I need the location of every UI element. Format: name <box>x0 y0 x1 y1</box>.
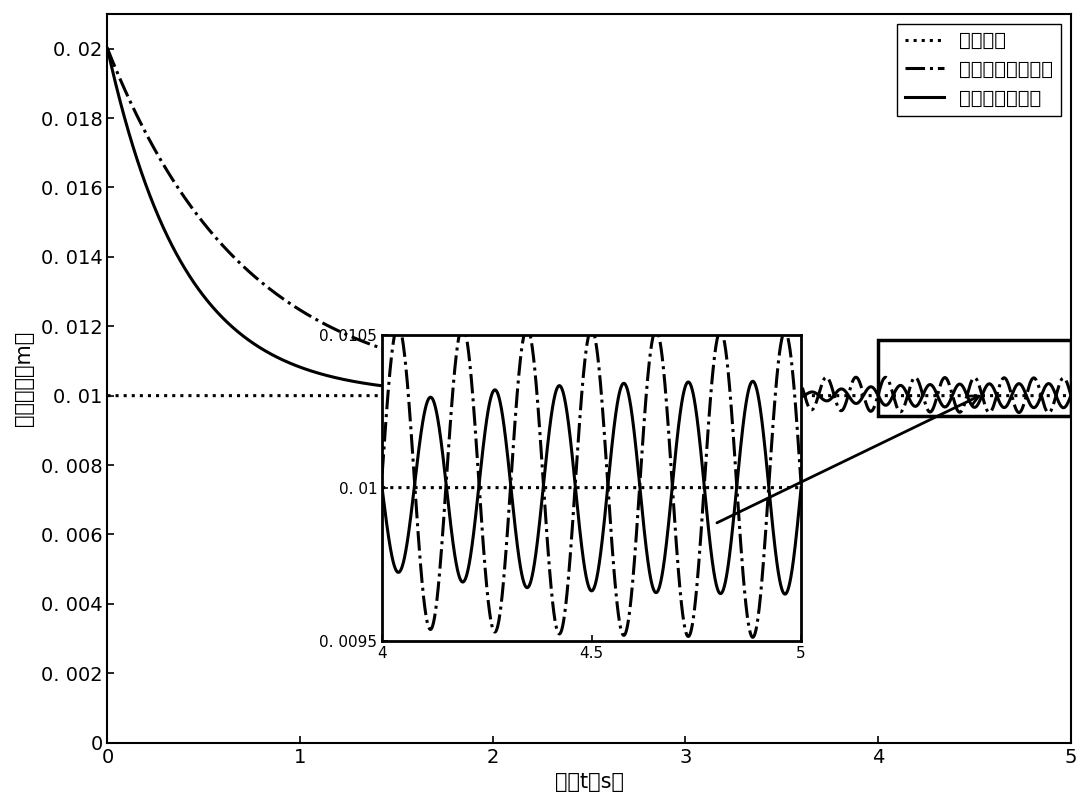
模型预测控制器 <box>1057 403 1070 413</box>
X-axis label: 时间t（s）: 时间t（s） <box>554 772 624 792</box>
模型预测控制器 <box>572 390 585 400</box>
参考气隙 <box>141 391 154 401</box>
模型预测控制器 <box>141 184 154 193</box>
参考气隙 <box>290 391 303 401</box>
Legend: 参考气隙, 状态反馈主控制器, 模型预测控制器: 参考气隙, 状态反馈主控制器, 模型预测控制器 <box>897 23 1062 115</box>
参考气隙 <box>1065 391 1078 401</box>
状态反馈主控制器 <box>105 55 118 64</box>
状态反馈主控制器 <box>1014 407 1027 417</box>
Line: 状态反馈主控制器: 状态反馈主控制器 <box>107 48 1071 413</box>
Y-axis label: 最浮气隙（m）: 最浮气隙（m） <box>14 330 34 426</box>
状态反馈主控制器 <box>1065 390 1078 400</box>
模型预测控制器 <box>100 44 113 53</box>
参考气隙 <box>100 391 113 401</box>
状态反馈主控制器 <box>158 163 171 172</box>
参考气隙 <box>105 391 118 401</box>
模型预测控制器 <box>290 361 303 371</box>
状态反馈主控制器 <box>1042 408 1055 418</box>
模型预测控制器 <box>158 226 171 236</box>
Line: 模型预测控制器: 模型预测控制器 <box>107 48 1071 408</box>
参考气隙 <box>572 391 585 401</box>
状态反馈主控制器 <box>572 380 585 389</box>
状态反馈主控制器 <box>141 131 154 141</box>
Bar <box>878 340 1071 417</box>
参考气隙 <box>158 391 171 401</box>
模型预测控制器 <box>105 63 118 73</box>
状态反馈主控制器 <box>100 44 113 53</box>
模型预测控制器 <box>1065 391 1078 401</box>
模型预测控制器 <box>1014 379 1027 388</box>
参考气隙 <box>1014 391 1027 401</box>
状态反馈主控制器 <box>290 303 303 313</box>
